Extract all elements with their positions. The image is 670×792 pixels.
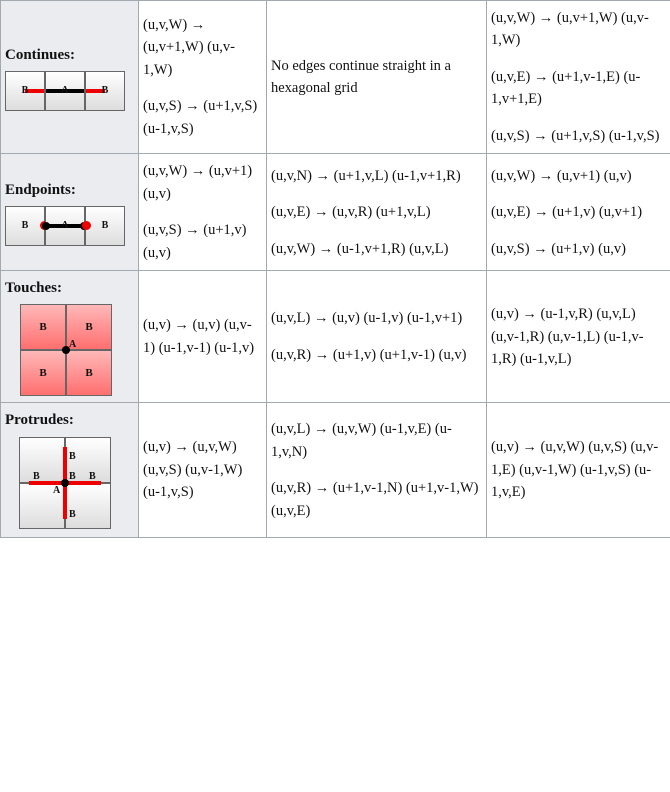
cell-label: B [89, 469, 96, 485]
rowhead-endpoints: Endpoints: B A B [1, 154, 139, 271]
continues-col2: (u,v,W) → (u,v+1,W) (u,v-1,W) (u,v,S) → … [139, 1, 267, 154]
formula: (u,v,S) → (u+1,v) (u,v) [143, 219, 262, 264]
cell: B [66, 350, 112, 396]
cell: B [85, 206, 125, 246]
cell-label: B [39, 319, 46, 336]
formula: (u,v,W) → (u-1,v+1,R) (u,v,L) [271, 238, 482, 260]
formula: (u,v,W) → (u,v+1) (u,v) [491, 165, 666, 187]
formula: (u,v,W) → (u,v+1,W) (u,v-1,W) [143, 14, 262, 81]
formula: (u,v,E) → (u+1,v) (u,v+1) [491, 201, 666, 223]
diagram-endpoints: B A B [5, 206, 127, 246]
cell-label: B [22, 218, 29, 234]
label-continues: Continues: [5, 44, 134, 67]
endpoints-col4: (u,v,W) → (u,v+1) (u,v) (u,v,E) → (u+1,v… [487, 154, 670, 271]
center-label: A [69, 337, 76, 353]
diagram-continues: B A B [5, 71, 127, 111]
rowhead-continues: Continues: B A B [1, 1, 139, 154]
cell: B [20, 350, 66, 396]
cell [19, 437, 65, 483]
diagram-touches: B B B B A [5, 304, 127, 396]
continues-col3: No edges continue straight in a hexagona… [267, 1, 487, 154]
cell-label: B [69, 507, 76, 523]
touches-col3: (u,v,L) → (u,v) (u-1,v) (u-1,v+1) (u,v,R… [267, 271, 487, 403]
cell-label: A [61, 218, 68, 234]
formula: (u,v) → (u-1,v,R) (u,v,L) (u,v-1,R) (u,v… [491, 303, 666, 370]
continues-col4: (u,v,W) → (u,v+1,W) (u,v-1,W) (u,v,E) → … [487, 1, 670, 154]
rowhead-touches: Touches: B B B B A [1, 271, 139, 403]
note: No edges continue straight in a hexagona… [271, 55, 482, 100]
formula: (u,v,W) → (u,v+1,W) (u,v-1,W) [491, 7, 666, 52]
cell: B [20, 304, 66, 350]
cell-label: B [102, 83, 109, 99]
formula: (u,v) → (u,v,W) (u,v,S) (u,v-1,W) (u-1,v… [143, 436, 262, 503]
cell-label: B [85, 365, 92, 382]
diagram-protrudes: B B B B A B [5, 437, 127, 531]
label-touches: Touches: [5, 277, 134, 300]
label-protrudes: Protrudes: [5, 409, 134, 432]
formula: (u,v,W) → (u,v+1) (u,v) [143, 160, 262, 205]
formula: (u,v,S) → (u+1,v) (u,v) [491, 238, 666, 260]
protrudes-col4: (u,v) → (u,v,W) (u,v,S) (u,v-1,E) (u,v-1… [487, 403, 670, 537]
formula: (u,v) → (u,v) (u,v-1) (u-1,v-1) (u-1,v) [143, 314, 262, 359]
center-label: A [53, 483, 60, 499]
cell-label: B [39, 365, 46, 382]
rowhead-protrudes: Protrudes: B B B B A B [1, 403, 139, 537]
formula: (u,v,R) → (u+1,v-1,N) (u+1,v-1,W) (u,v,E… [271, 477, 482, 522]
cell: A [45, 206, 85, 246]
formula: (u,v,S) → (u+1,v,S) (u-1,v,S) [491, 125, 666, 147]
cell: B [5, 206, 45, 246]
formula: (u,v) → (u,v,W) (u,v,S) (u,v-1,E) (u,v-1… [491, 436, 666, 503]
formula: (u,v,L) → (u,v,W) (u-1,v,E) (u-1,v,N) [271, 418, 482, 463]
touches-col4: (u,v) → (u-1,v,R) (u,v,L) (u,v-1,R) (u,v… [487, 271, 670, 403]
endpoints-col3: (u,v,N) → (u+1,v,L) (u-1,v+1,R) (u,v,E) … [267, 154, 487, 271]
touches-col2: (u,v) → (u,v) (u,v-1) (u-1,v-1) (u-1,v) [139, 271, 267, 403]
cell: B [85, 71, 125, 111]
row-continues: Continues: B A B (u,v,W) → (u,v+1,W) (u,… [1, 1, 670, 154]
row-touches: Touches: B B B B A (u,v) → (u,v) (u,v-1)… [1, 271, 670, 403]
cell-label: B [22, 83, 29, 99]
endpoints-col2: (u,v,W) → (u,v+1) (u,v) (u,v,S) → (u+1,v… [139, 154, 267, 271]
cell: A [45, 71, 85, 111]
formula: (u,v,E) → (u,v,R) (u+1,v,L) [271, 201, 482, 223]
cell-label: B [85, 319, 92, 336]
cell-label: B [102, 218, 109, 234]
protrudes-col3: (u,v,L) → (u,v,W) (u-1,v,E) (u-1,v,N) (u… [267, 403, 487, 537]
cell-label: B [33, 469, 40, 485]
formula: (u,v,R) → (u+1,v) (u+1,v-1) (u,v) [271, 344, 482, 366]
cell-label: A [61, 83, 68, 99]
label-endpoints: Endpoints: [5, 179, 134, 202]
formula: (u,v,L) → (u,v) (u-1,v) (u-1,v+1) [271, 307, 482, 329]
formula: (u,v,S) → (u+1,v,S) (u-1,v,S) [143, 95, 262, 140]
row-endpoints: Endpoints: B A B (u,v,W) → [1, 154, 670, 271]
row-protrudes: Protrudes: B B B B A B [1, 403, 670, 537]
cell-label: B [69, 449, 76, 465]
cell: B [5, 71, 45, 111]
protrudes-col2: (u,v) → (u,v,W) (u,v,S) (u,v-1,W) (u-1,v… [139, 403, 267, 537]
formula: (u,v,E) → (u+1,v-1,E) (u-1,v+1,E) [491, 66, 666, 111]
formula: (u,v,N) → (u+1,v,L) (u-1,v+1,R) [271, 165, 482, 187]
relations-table: Continues: B A B (u,v,W) → (u,v+1,W) (u,… [0, 0, 670, 538]
